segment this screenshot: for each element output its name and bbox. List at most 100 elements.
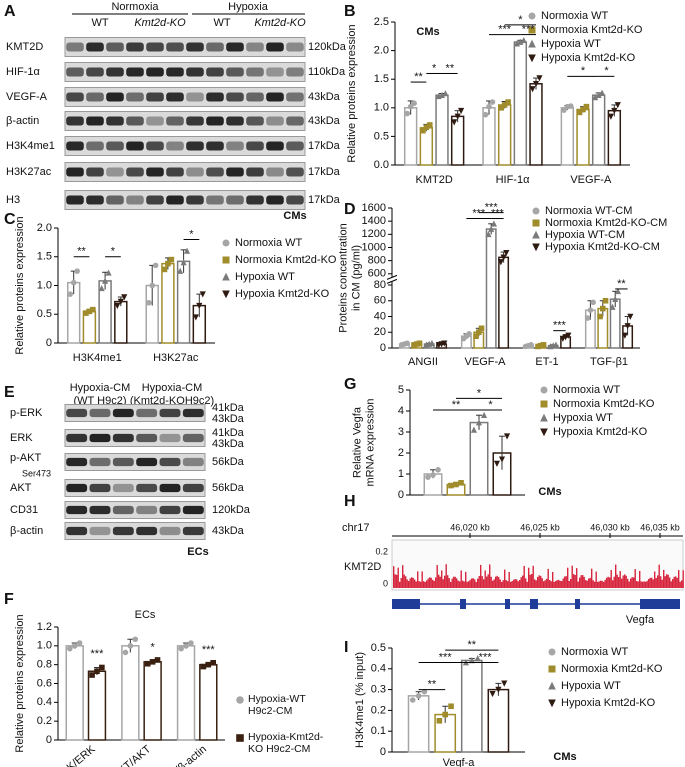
legend-marker — [222, 256, 230, 264]
marker — [536, 75, 543, 82]
blot-band — [66, 67, 84, 77]
legend-label: Hypoxia Kmt2d-KO — [561, 697, 656, 709]
track-signal — [400, 578, 402, 588]
x-tick-label: KMT2D — [416, 174, 453, 186]
blot-band — [126, 67, 144, 77]
legend-label: Normoxia WT — [235, 237, 303, 249]
legend-label: Normoxia WT — [553, 384, 621, 396]
blot-band — [66, 141, 84, 151]
marker — [154, 657, 161, 663]
track-signal — [474, 579, 476, 588]
blot-band — [286, 167, 304, 177]
y-tick-label: 0.1 — [371, 725, 386, 737]
blot-band — [106, 141, 124, 151]
blot-band — [106, 92, 124, 102]
track-signal — [517, 581, 519, 588]
exon — [575, 599, 580, 609]
group-label: Hypoxia-CM — [142, 382, 203, 394]
track-signal — [457, 580, 459, 588]
track-signal — [529, 574, 531, 588]
blot-strip — [64, 453, 206, 471]
marker — [442, 90, 449, 97]
size-label: 17kDa — [308, 194, 341, 206]
chrom-label: chr17 — [342, 522, 370, 534]
size-label: 43kDa — [308, 115, 341, 127]
significance-label: *** — [202, 644, 216, 656]
track-signal — [534, 579, 536, 588]
panel-label: B — [344, 3, 356, 20]
marker — [416, 340, 423, 347]
track-signal — [555, 581, 557, 588]
significance-label: * — [604, 65, 609, 77]
chart-note: CMs — [538, 486, 561, 498]
track-signal — [460, 570, 462, 588]
legend-box: Hypoxia-WT H9c2-CM — [248, 693, 306, 717]
marker — [86, 308, 93, 315]
track-signal — [418, 581, 420, 588]
track-signal — [618, 577, 620, 588]
marker — [98, 285, 105, 292]
track-signal — [522, 575, 524, 588]
blot-band — [159, 433, 181, 443]
blot-band — [166, 141, 184, 151]
x-tick-label: TGF-β1 — [590, 356, 628, 368]
track-signal — [576, 568, 578, 588]
track-signal — [592, 580, 594, 588]
track-signal — [415, 581, 417, 588]
track-signal — [571, 565, 573, 588]
bar — [407, 695, 430, 753]
track-signal — [604, 579, 606, 588]
marker — [205, 661, 212, 668]
track-signal — [672, 579, 674, 588]
track-signal — [411, 577, 413, 588]
marker — [513, 40, 520, 47]
track-signal — [570, 579, 572, 588]
track-signal — [495, 576, 497, 588]
bar — [591, 94, 606, 166]
track-signal — [669, 577, 671, 588]
track-signal — [648, 579, 650, 588]
blot-band — [66, 505, 88, 515]
track-signal — [493, 579, 495, 588]
group-label: Normoxia — [111, 1, 159, 13]
marker — [407, 103, 414, 110]
bar — [498, 256, 510, 349]
y-tick-label: 600 — [368, 268, 386, 280]
marker — [426, 122, 433, 128]
track-signal — [499, 579, 501, 588]
blot-band — [126, 92, 144, 102]
legend-label: Normoxia Kmt2d-KO-CM — [545, 217, 667, 229]
marker — [435, 467, 441, 473]
y-tick-label: 0.8 — [37, 659, 52, 671]
track-signal — [643, 581, 645, 588]
x-tick-label: H3K27ac — [153, 352, 199, 364]
panel-label: C — [4, 211, 16, 228]
bar — [460, 659, 483, 753]
blot-band — [226, 42, 244, 52]
marker — [584, 315, 591, 321]
y-tick-label: 2.0 — [37, 222, 52, 234]
blot-strip — [64, 62, 306, 82]
marker — [583, 103, 590, 110]
y-tick-label: 1.5 — [374, 73, 389, 85]
blot-band — [266, 141, 284, 151]
y-axis-label: Relative proteins expression — [346, 24, 358, 162]
track-signal — [589, 577, 591, 588]
marker — [404, 110, 411, 117]
blot-band — [89, 483, 111, 493]
x-tick-label: ET-1 — [535, 356, 558, 368]
significance-label: *** — [485, 202, 499, 214]
legend-label: Normoxia WT-CM — [545, 205, 632, 217]
significance-label: ** — [446, 62, 455, 74]
track-signal — [412, 577, 414, 588]
track-signal — [525, 578, 527, 588]
marker — [476, 329, 482, 336]
track-signal — [541, 578, 543, 588]
blot-band — [86, 42, 104, 52]
significance-label: ** — [77, 246, 86, 258]
legend-label: Hypoxia WT — [561, 680, 621, 692]
legend-marker — [528, 54, 536, 63]
y-tick-label: 5 — [398, 384, 404, 396]
cell-label: CMs — [283, 210, 306, 222]
track-signal — [472, 578, 474, 588]
